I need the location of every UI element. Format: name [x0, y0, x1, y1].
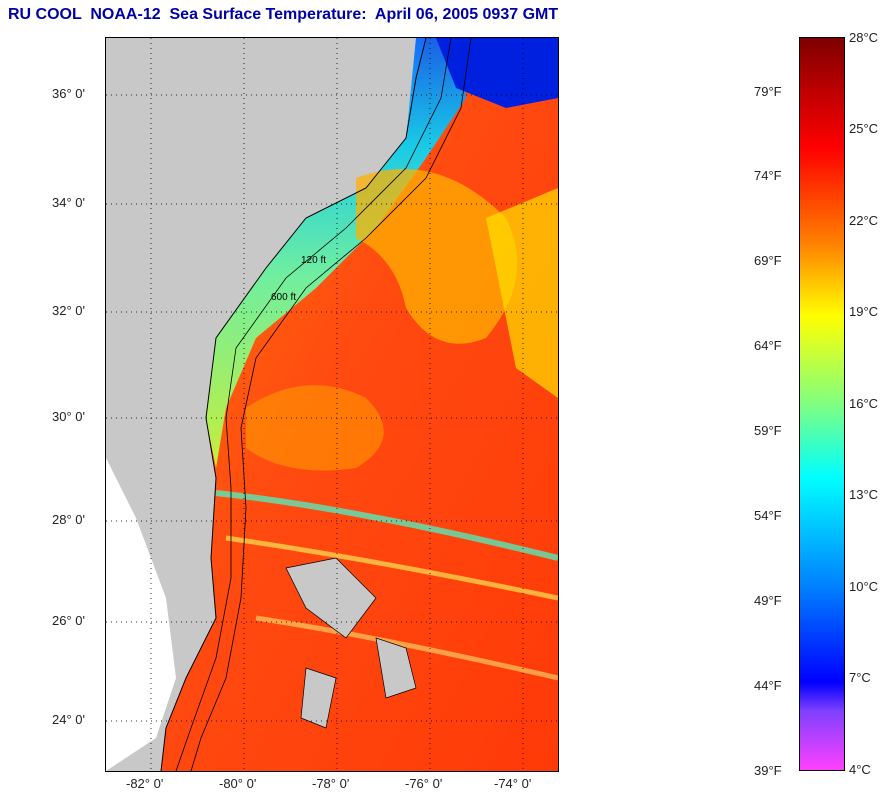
cold-water	[436, 38, 558, 108]
graticule	[106, 38, 558, 771]
island	[285, 557, 377, 639]
celsius-label: 13°C	[849, 487, 879, 502]
sst-map-image: 120 ft 600 ft	[106, 38, 558, 771]
celsius-label: 10°C	[849, 579, 879, 594]
lon-label: -80° 0'	[219, 776, 257, 791]
fahrenheit-label: 44°F	[754, 678, 782, 693]
lat-label: 34° 0'	[52, 195, 85, 210]
lon-label: -78° 0'	[312, 776, 350, 791]
celsius-label: 25°C	[849, 121, 879, 136]
fahrenheit-label: 54°F	[754, 508, 782, 523]
warm-eddy-east	[486, 188, 558, 398]
warm-eddy	[356, 169, 518, 344]
sst-map[interactable]: 120 ft 600 ft	[105, 37, 559, 772]
lat-label: 26° 0'	[52, 613, 85, 628]
celsius-label: 22°C	[849, 213, 879, 228]
island	[375, 637, 417, 699]
nodata-area	[106, 458, 176, 771]
cloud-streak	[225, 535, 558, 601]
fahrenheit-label: 69°F	[754, 253, 782, 268]
fahrenheit-label: 59°F	[754, 423, 782, 438]
fahrenheit-label: 39°F	[754, 763, 782, 778]
celsius-label: 4°C	[849, 762, 871, 777]
fahrenheit-label: 79°F	[754, 84, 782, 99]
celsius-label: 19°C	[849, 304, 879, 319]
coastline	[160, 38, 427, 771]
celsius-label: 28°C	[849, 30, 879, 45]
celsius-label: 16°C	[849, 396, 879, 411]
lon-label: -76° 0'	[405, 776, 443, 791]
cloud-streak	[215, 490, 558, 561]
fahrenheit-label: 64°F	[754, 338, 782, 353]
color-scale-bar	[799, 37, 845, 771]
lat-label: 24° 0'	[52, 712, 85, 727]
lon-label: -74° 0'	[494, 776, 532, 791]
lat-label: 28° 0'	[52, 512, 85, 527]
lon-label: -82° 0'	[126, 776, 164, 791]
fahrenheit-label: 74°F	[754, 168, 782, 183]
lat-label: 32° 0'	[52, 303, 85, 318]
contour-600ft	[190, 38, 472, 771]
fahrenheit-label: 49°F	[754, 593, 782, 608]
contour-label: 120 ft	[301, 255, 326, 266]
cloud-streak	[255, 615, 558, 681]
map-title: RU COOL NOAA-12 Sea Surface Temperature:…	[8, 6, 559, 23]
contour-120ft	[175, 38, 452, 771]
island	[300, 667, 337, 729]
celsius-label: 7°C	[849, 670, 871, 685]
lat-label: 30° 0'	[52, 409, 85, 424]
warm-eddy-south	[246, 385, 384, 471]
lat-label: 36° 0'	[52, 86, 85, 101]
contour-label: 600 ft	[271, 292, 296, 303]
shelf-water	[206, 38, 466, 468]
